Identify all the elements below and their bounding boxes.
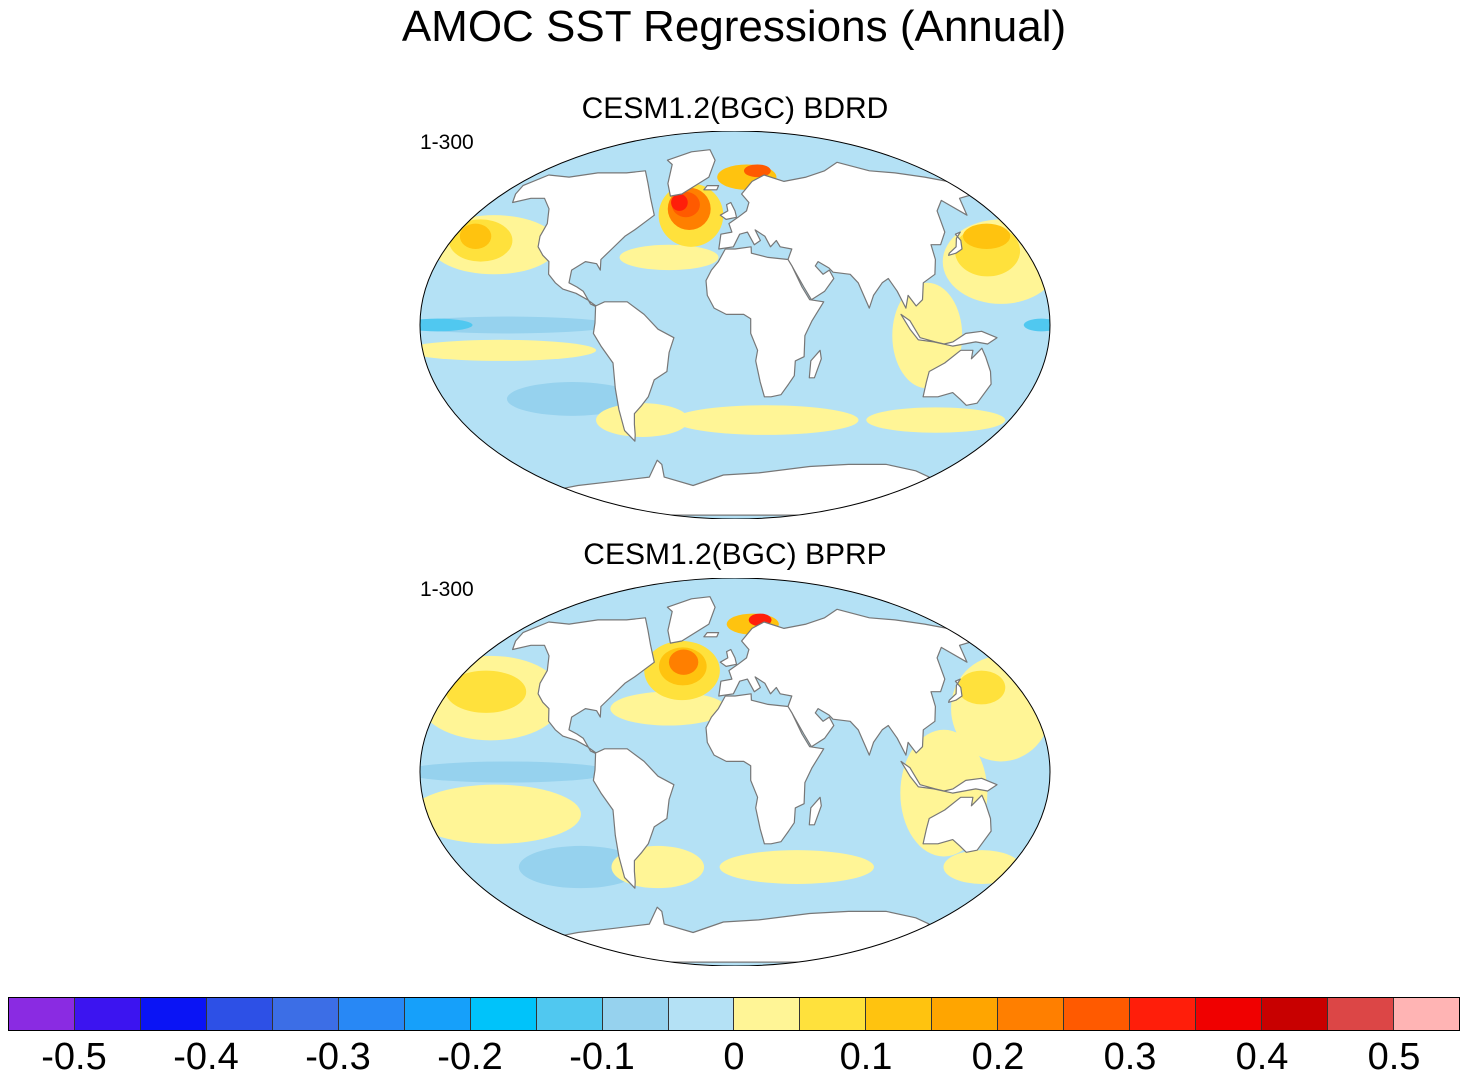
colorbar-labels: -0.5 -0.4 -0.3 -0.2 -0.1 0 0.1 0.2 0.3 0.4 0.5	[0, 1036, 1468, 1080]
panel-title-bdrd: CESM1.2(BGC) BDRD	[581, 92, 889, 125]
landmass-greenland	[666, 149, 716, 197]
field-positive	[957, 670, 1006, 705]
landmass-madagascar	[808, 796, 822, 826]
colorbar-swatch	[338, 998, 405, 1030]
landmass-japan	[948, 231, 963, 256]
colorbar-swatch	[734, 998, 801, 1030]
field-negative	[506, 382, 638, 416]
landmass-japan	[948, 678, 963, 703]
landmass-greenland	[666, 596, 716, 644]
colorbar-tick-label: 0.4	[1235, 1036, 1289, 1078]
field-positive	[459, 223, 492, 249]
landmass-scandinavia-iceland	[703, 632, 720, 638]
field-negative	[1023, 318, 1050, 332]
landmass-africa	[705, 246, 825, 398]
colorbar-swatch	[1394, 998, 1459, 1030]
landmass-indonesia	[900, 760, 998, 794]
field-positive	[445, 670, 527, 713]
colorbar-tick-label: 0.1	[839, 1036, 893, 1078]
field-negative	[420, 761, 613, 783]
field-negative	[518, 845, 643, 889]
colorbar-swatch	[932, 998, 999, 1030]
landmass-australia	[922, 347, 992, 406]
colorbar-swatch	[1328, 998, 1395, 1030]
field-positive	[671, 194, 688, 211]
field-positive	[673, 405, 859, 435]
landmass-british-isles	[719, 648, 738, 667]
map-border	[419, 131, 1051, 519]
field-positive	[420, 784, 581, 844]
colorbar-swatch	[866, 998, 933, 1030]
colorbar-swatch	[140, 998, 207, 1030]
colorbar-swatch	[74, 998, 141, 1030]
colorbar-tick-label: 0.5	[1367, 1036, 1421, 1078]
panel-title-bprp: CESM1.2(BGC) BPRP	[583, 538, 887, 571]
colorbar-swatch	[1064, 998, 1131, 1030]
landmass-south-america	[592, 301, 675, 442]
colorbar-swatch	[9, 998, 75, 1030]
landmass-australia	[922, 794, 992, 853]
landmass-madagascar	[808, 349, 822, 379]
map-border	[419, 578, 1051, 966]
landmass-british-isles	[719, 201, 738, 220]
field-positive	[892, 282, 963, 389]
landmass-scandinavia-iceland	[703, 185, 720, 191]
panel-label-bprp: 1-300	[420, 578, 474, 601]
sst-regression-map-bprp	[419, 578, 1051, 966]
colorbar-tick-label: 0.2	[971, 1036, 1025, 1078]
colorbar-swatch	[404, 998, 471, 1030]
colorbar-tick-label: -0.4	[173, 1036, 239, 1078]
colorbar-swatch	[1130, 998, 1197, 1030]
colorbar-swatch	[536, 998, 603, 1030]
colorbar-swatch	[272, 998, 339, 1030]
colorbar-swatch	[800, 998, 867, 1030]
landmass-eurasia	[718, 608, 975, 756]
field-positive	[619, 244, 719, 271]
colorbar-swatch	[206, 998, 273, 1030]
field-positive	[866, 407, 1006, 433]
colorbar	[8, 997, 1460, 1031]
field-negative	[420, 318, 473, 332]
colorbar-tick-label: 0.3	[1103, 1036, 1157, 1078]
colorbar-tick-label: -0.2	[437, 1036, 503, 1078]
colorbar-swatch	[1196, 998, 1263, 1030]
colorbar-swatch	[602, 998, 669, 1030]
field-positive	[743, 164, 771, 178]
field-positive	[668, 649, 699, 675]
colorbar-swatch	[998, 998, 1065, 1030]
landmass-north-america	[512, 617, 655, 756]
field-positive	[719, 850, 874, 884]
colorbar-tick-label: 0	[723, 1036, 745, 1078]
colorbar-tick-label: -0.5	[41, 1036, 107, 1078]
sst-regression-map-bdrd	[419, 131, 1051, 519]
panel-label-bdrd: 1-300	[420, 131, 474, 154]
field-positive	[420, 339, 597, 361]
field-positive	[963, 223, 1011, 249]
colorbar-swatch	[470, 998, 537, 1030]
landmass-africa	[705, 693, 825, 845]
figure-title: AMOC SST Regressions (Annual)	[401, 2, 1067, 51]
landmass-south-america	[592, 748, 675, 889]
colorbar-tick-label: -0.1	[569, 1036, 635, 1078]
landmass-indonesia	[900, 313, 998, 347]
colorbar-swatch	[1262, 998, 1329, 1030]
colorbar-swatch	[668, 998, 735, 1030]
field-positive	[610, 691, 727, 726]
landmass-eurasia	[718, 161, 975, 309]
colorbar-tick-label: -0.3	[305, 1036, 371, 1078]
landmass-north-america	[512, 170, 655, 309]
